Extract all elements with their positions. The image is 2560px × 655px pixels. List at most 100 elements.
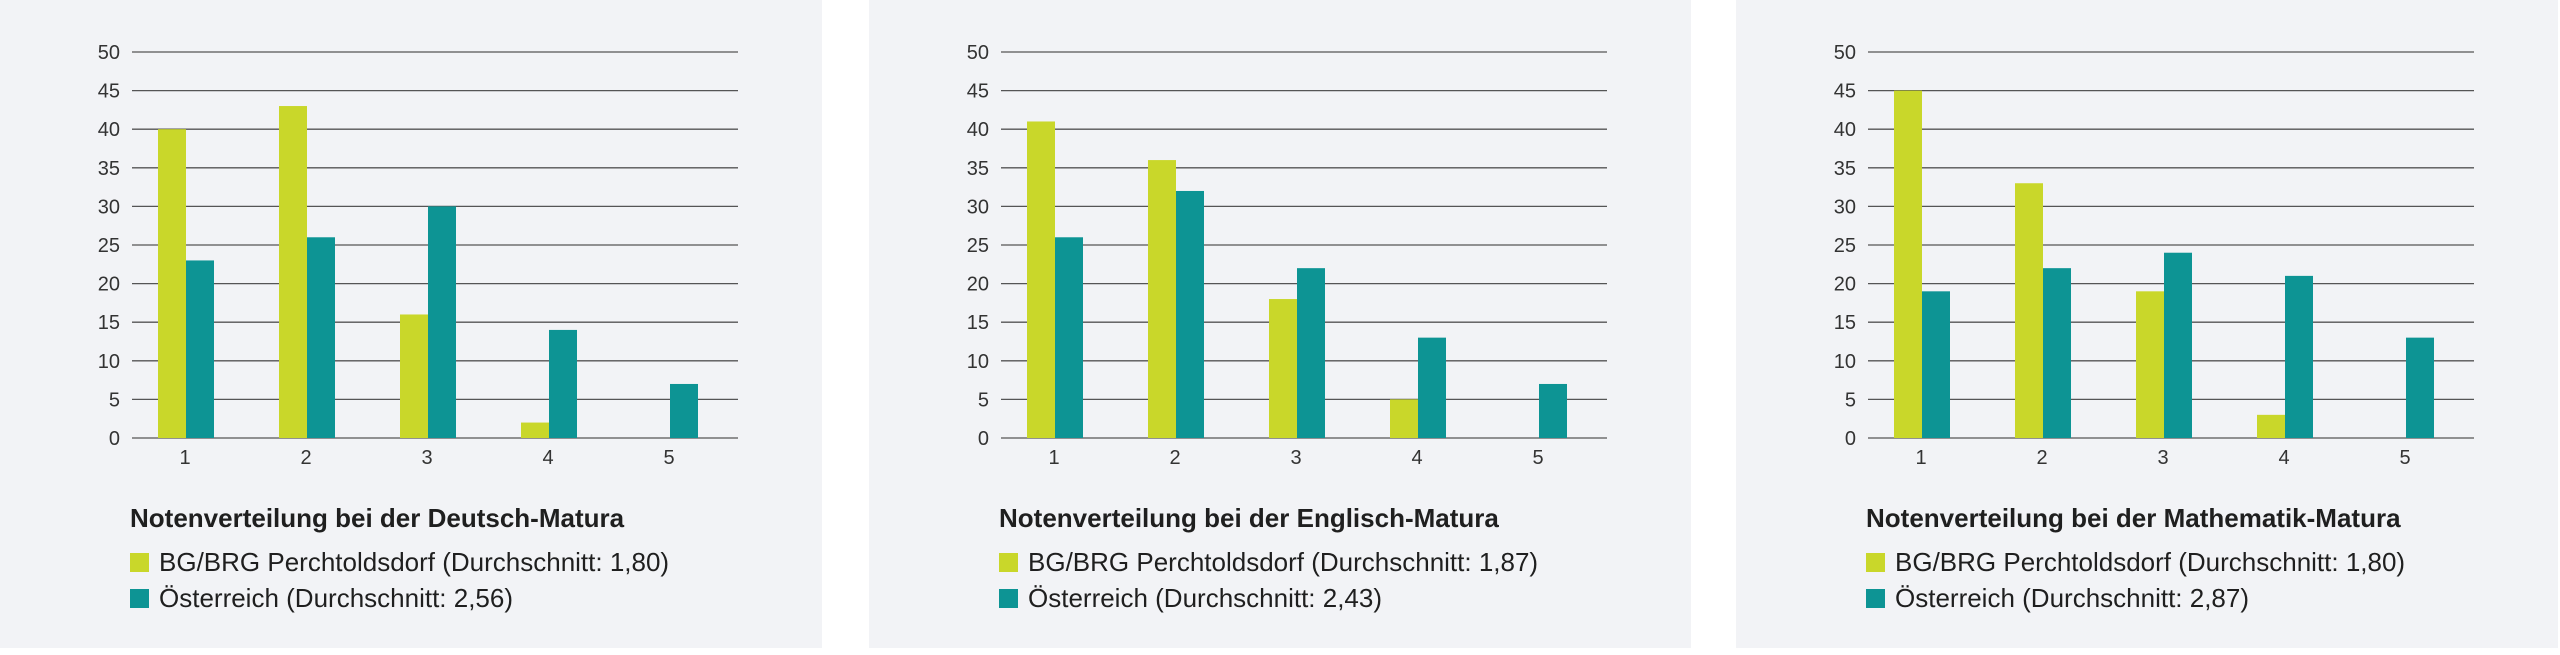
legend-swatch-school [1866,552,1885,572]
x-tick-label: 2 [1169,447,1180,469]
y-tick-label: 20 [98,274,120,296]
y-tick-label: 30 [1834,196,1856,218]
bar-austria [2285,275,2313,438]
chart-panel-deutsch: 0 5 10 15 20 25 30 35 40 45 50 1 2 3 4 5 Notenverteilun… [0,0,822,648]
legend-swatch-school [999,552,1018,572]
x-tick-label: 4 [542,447,553,469]
y-tick-label: 50 [967,42,989,64]
bar-austria [186,260,214,438]
bar-school [1027,121,1055,438]
legend-label-school: BG/BRG Perchtoldsdorf (Durchschnitt: 1,8… [1895,546,2406,577]
bar-austria [1922,291,1950,438]
legend-label-austria: Österreich (Durchschnitt: 2,56) [159,582,514,613]
y-tick-label: 45 [1834,81,1856,103]
bar-austria [2164,252,2192,438]
y-tick-label: 30 [98,196,120,218]
bar-school [158,129,186,438]
bar-austria [1055,237,1083,438]
bar-school [1894,90,1922,438]
bar-school [521,422,549,438]
bar-austria [307,237,335,438]
legend-label-school: BG/BRG Perchtoldsdorf (Durchschnitt: 1,8… [159,546,670,577]
x-tick-label: 2 [2036,447,2047,469]
bar-austria [1418,337,1446,438]
legend-item-school: BG/BRG Perchtoldsdorf (Durchschnitt: 1,8… [130,544,669,580]
bar-austria [670,383,698,438]
x-tick-label: 3 [1290,447,1301,469]
y-tick-label: 25 [967,235,989,257]
x-tick-label: 1 [1048,447,1059,469]
chart-caption: Notenverteilung bei der Mathematik-Matur… [1866,503,2405,616]
legend-swatch-school [130,552,149,572]
bar-school [1390,399,1418,438]
legend-label-austria: Österreich (Durchschnitt: 2,87) [1895,582,2250,613]
y-tick-label: 15 [98,312,120,334]
bar-school [2257,414,2285,438]
bar-school [2015,183,2043,438]
bar-austria [549,329,577,438]
x-tick-label: 5 [1532,447,1543,469]
y-tick-label: 40 [967,119,989,141]
chart-caption: Notenverteilung bei der Englisch-Matura … [999,503,1538,616]
y-tick-label: 5 [978,389,989,411]
y-tick-label: 5 [109,389,120,411]
y-tick-label: 10 [1834,351,1856,373]
legend-item-austria: Österreich (Durchschnitt: 2,56) [130,580,669,616]
y-tick-label: 15 [967,312,989,334]
y-tick-label: 20 [1834,274,1856,296]
legend-item-school: BG/BRG Perchtoldsdorf (Durchschnitt: 1,8… [999,544,1538,580]
y-tick-label: 0 [109,428,120,450]
y-tick-label: 5 [1845,389,1856,411]
x-tick-label: 1 [1915,447,1926,469]
chart-caption: Notenverteilung bei der Deutsch-Matura B… [130,503,669,616]
y-tick-label: 15 [1834,312,1856,334]
chart-panel-mathematik: 0 5 10 15 20 25 30 35 40 45 50 1 2 3 4 5 Notenverteilun… [1736,0,2558,648]
chart-title: Notenverteilung bei der Mathematik-Matur… [1866,503,2401,533]
legend-swatch-austria [1866,588,1885,608]
bar-austria [428,206,456,438]
y-tick-label: 10 [967,351,989,373]
x-tick-label: 2 [300,447,311,469]
x-tick-label: 1 [179,447,190,469]
y-tick-label: 45 [98,81,120,103]
y-tick-label: 40 [98,119,120,141]
x-tick-label: 5 [663,447,674,469]
y-tick-label: 25 [1834,235,1856,257]
x-tick-label: 4 [1411,447,1422,469]
legend-label-austria: Österreich (Durchschnitt: 2,43) [1028,582,1383,613]
legend-item-austria: Österreich (Durchschnitt: 2,87) [1866,580,2405,616]
legend-swatch-austria [999,588,1018,608]
y-tick-label: 50 [1834,42,1856,64]
chart-title: Notenverteilung bei der Deutsch-Matura [130,503,625,533]
bar-school [1148,160,1176,438]
legend-swatch-austria [130,588,149,608]
chart-panel-englisch: 0 5 10 15 20 25 30 35 40 45 50 1 2 3 4 5 Notenverteilun… [869,0,1691,648]
legend-item-school: BG/BRG Perchtoldsdorf (Durchschnitt: 1,8… [1866,544,2405,580]
y-tick-label: 0 [978,428,989,450]
bar-school [279,106,307,438]
bar-austria [1297,268,1325,438]
y-tick-label: 10 [98,351,120,373]
bar-school [400,314,428,438]
y-tick-label: 0 [1845,428,1856,450]
bar-austria [2043,268,2071,438]
y-tick-label: 30 [967,196,989,218]
y-tick-label: 50 [98,42,120,64]
bar-austria [1176,190,1204,438]
y-tick-label: 20 [967,274,989,296]
y-tick-label: 35 [98,158,120,180]
y-tick-label: 45 [967,81,989,103]
y-tick-label: 40 [1834,119,1856,141]
x-tick-label: 5 [2399,447,2410,469]
y-tick-label: 25 [98,235,120,257]
bar-austria [2406,337,2434,438]
legend-item-austria: Österreich (Durchschnitt: 2,43) [999,580,1538,616]
bar-school [1269,299,1297,438]
bar-austria [1539,383,1567,438]
y-tick-label: 35 [1834,158,1856,180]
y-tick-label: 35 [967,158,989,180]
